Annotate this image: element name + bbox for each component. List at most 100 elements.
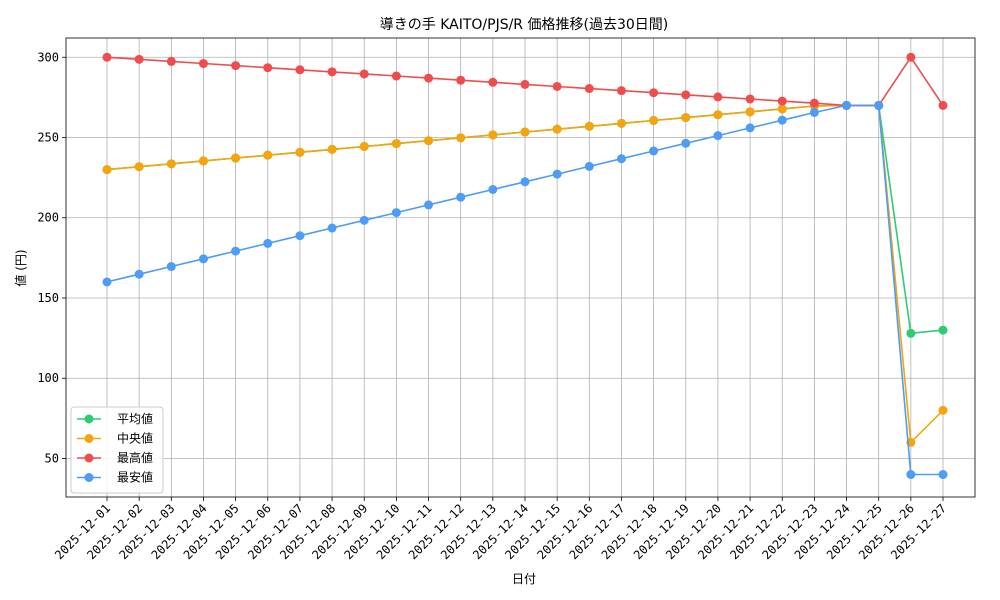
- data-point: [391, 208, 401, 218]
- y-tick-label: 150: [37, 291, 59, 305]
- data-point: [198, 156, 208, 166]
- legend-label: 最高値: [117, 450, 153, 465]
- data-point: [166, 56, 176, 66]
- legend-marker: [84, 434, 94, 443]
- legend-label: 中央値: [117, 431, 153, 446]
- x-axis: 2025-12-012025-12-022025-12-032025-12-04…: [52, 497, 949, 562]
- data-point: [745, 123, 755, 133]
- data-point: [134, 162, 144, 172]
- x-axis-label: 日付: [512, 572, 536, 586]
- plot-area-frame: [65, 37, 976, 498]
- legend-label: 平均値: [117, 411, 153, 426]
- data-point: [295, 65, 305, 75]
- y-axis-label: 値 (円): [13, 249, 28, 286]
- chart-title: 導きの手 KAITO/PJS/R 価格推移(過去30日間): [380, 17, 668, 33]
- data-point: [198, 59, 208, 69]
- data-point: [359, 215, 369, 225]
- legend-marker: [84, 473, 94, 482]
- data-point: [713, 92, 723, 102]
- data-point: [231, 61, 241, 71]
- data-point: [263, 150, 273, 160]
- series-3: [102, 100, 948, 480]
- data-point: [906, 328, 916, 338]
- y-tick-label: 250: [37, 131, 59, 145]
- data-point: [359, 69, 369, 79]
- grid: [66, 38, 975, 497]
- data-point: [584, 161, 594, 171]
- data-point: [456, 133, 466, 143]
- data-point: [359, 141, 369, 151]
- y-tick-label: 100: [37, 371, 59, 385]
- data-point: [681, 90, 691, 100]
- data-point: [424, 200, 434, 210]
- data-point: [938, 325, 948, 335]
- data-point: [520, 127, 530, 137]
- legend-item: 最高値: [77, 450, 153, 465]
- data-point: [134, 54, 144, 64]
- data-point: [520, 177, 530, 187]
- data-point: [584, 121, 594, 131]
- data-point: [488, 130, 498, 140]
- data-point: [166, 159, 176, 169]
- data-point: [713, 131, 723, 141]
- data-point: [134, 269, 144, 279]
- data-point: [102, 52, 112, 62]
- data-point: [552, 81, 562, 91]
- data-point: [842, 100, 852, 110]
- data-point: [938, 100, 948, 110]
- data-point: [488, 185, 498, 195]
- legend-item: 最安値: [77, 470, 153, 485]
- data-point: [520, 79, 530, 89]
- data-point: [777, 96, 787, 106]
- data-point: [649, 115, 659, 125]
- data-point: [616, 86, 626, 96]
- data-point: [102, 277, 112, 287]
- y-tick-label: 300: [37, 50, 59, 64]
- data-point: [809, 98, 819, 108]
- data-point: [906, 52, 916, 62]
- data-point: [295, 147, 305, 157]
- data-point: [391, 139, 401, 149]
- data-point: [488, 77, 498, 87]
- data-point: [456, 75, 466, 85]
- legend-marker: [84, 453, 94, 463]
- data-point: [938, 470, 948, 480]
- data-point: [616, 154, 626, 164]
- data-point: [391, 71, 401, 81]
- data-point: [809, 107, 819, 117]
- legend-item: 平均値: [77, 411, 153, 426]
- y-tick-label: 50: [45, 451, 59, 465]
- data-point: [424, 136, 434, 146]
- y-tick-label: 200: [37, 211, 59, 225]
- data-point: [327, 67, 337, 77]
- data-point: [681, 138, 691, 148]
- data-point: [327, 144, 337, 154]
- data-point: [327, 223, 337, 233]
- data-point: [649, 146, 659, 156]
- data-point: [584, 84, 594, 94]
- data-point: [198, 254, 208, 264]
- data-point: [231, 153, 241, 163]
- data-point: [263, 238, 273, 248]
- data-point: [231, 246, 241, 256]
- data-point: [166, 262, 176, 272]
- data-point: [745, 94, 755, 104]
- data-point: [681, 113, 691, 123]
- data-point: [906, 470, 916, 480]
- data-point: [777, 115, 787, 125]
- data-point: [552, 124, 562, 134]
- data-point: [938, 405, 948, 415]
- data-point: [874, 100, 884, 110]
- data-point: [552, 169, 562, 179]
- legend-label: 最安値: [117, 470, 153, 485]
- data-point: [456, 192, 466, 202]
- data-point: [745, 107, 755, 117]
- data-point: [649, 88, 659, 98]
- legend-marker: [84, 414, 94, 424]
- data-point: [713, 110, 723, 120]
- legend-box: [70, 406, 164, 494]
- data-point: [424, 73, 434, 83]
- series-1: [102, 100, 948, 447]
- data-point: [102, 165, 112, 175]
